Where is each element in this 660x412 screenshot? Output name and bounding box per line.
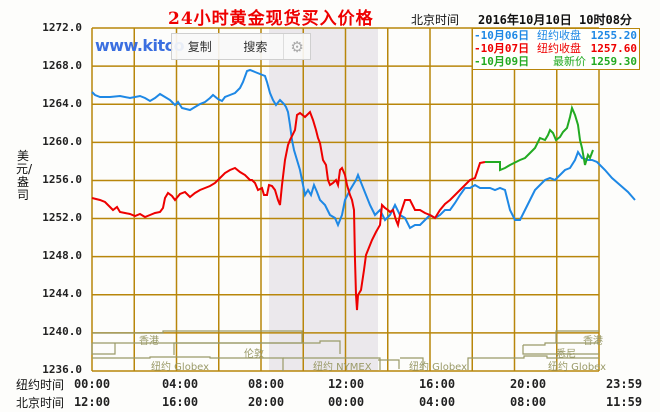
legend-date: -10月07日 — [474, 42, 530, 55]
legend-date: -10月09日 — [474, 55, 530, 68]
y-tick: 1248.0 — [42, 249, 82, 262]
session-ny-globex: 纽约 Globex — [548, 362, 607, 373]
session-london: 伦敦 — [244, 349, 264, 360]
legend-value: 1259.30 — [590, 55, 637, 68]
x-tick-ny: 20:00 — [509, 377, 547, 391]
copy-button[interactable]: 复制 — [187, 40, 212, 54]
y-tick: 1256.0 — [42, 173, 82, 186]
x-tick-ny: 23:59 — [605, 377, 643, 391]
legend-name: 纽约收盘 — [537, 29, 581, 42]
y-tick: 1244.0 — [42, 287, 82, 300]
x-tick-ny: 12:00 — [327, 377, 365, 391]
y-tick: 1240.0 — [42, 325, 82, 338]
legend-value: 1257.60 — [590, 42, 637, 55]
x-tick-bj: 11:59 — [605, 395, 643, 409]
x-tick-bj: 12:00 — [73, 395, 111, 409]
session-bars — [91, 330, 599, 371]
kitco-watermark[interactable]: www.kitco — [95, 36, 185, 55]
y-tick: 1264.0 — [42, 97, 82, 110]
ny-time-label: 纽约时间 — [16, 378, 65, 392]
legend-name: 最新价 — [553, 55, 586, 68]
y-tick: 1236.0 — [42, 363, 82, 376]
beijing-time-label: 北京时间 — [16, 396, 65, 410]
chart-legend: -10月06日 纽约收盘 1255.20 -10月07日 纽约收盘 1257.6… — [472, 28, 640, 70]
text-selection-popup: 复制 搜索 ⚙ — [171, 33, 311, 60]
x-tick-bj: 20:00 — [247, 395, 285, 409]
session-ny-globex: 纽约 Globex — [151, 362, 210, 373]
y-tick: 1272.0 — [42, 21, 82, 34]
y-axis-unit: 美元/盎司 — [16, 149, 33, 202]
legend-date: -10月06日 — [474, 29, 530, 42]
price-lines — [91, 68, 636, 311]
legend-item-1009: -10月09日 最新价 1259.30 — [473, 55, 639, 68]
legend-name: 纽约收盘 — [537, 42, 581, 55]
legend-item-1006: -10月06日 纽约收盘 1255.20 — [473, 29, 639, 42]
x-tick-ny: 00:00 — [73, 377, 111, 391]
nymex-shade — [269, 28, 378, 371]
session-hongkong: 香港 — [139, 336, 159, 347]
session-ny-globex: 纽约 Globex — [409, 362, 468, 373]
timezone-label: 北京时间 — [411, 13, 460, 27]
x-tick-bj: 04:00 — [418, 395, 456, 409]
legend-value: 1255.20 — [590, 29, 637, 42]
x-tick-bj: 16:00 — [161, 395, 199, 409]
x-tick-ny: 16:00 — [418, 377, 456, 391]
session-sydney: 悉尼 — [556, 349, 576, 360]
x-tick-bj: 00:00 — [327, 395, 365, 409]
y-tick: 1252.0 — [42, 211, 82, 224]
search-button[interactable]: 搜索 — [243, 40, 268, 54]
y-tick: 1268.0 — [42, 59, 82, 72]
session-hongkong: 香港 — [583, 336, 603, 347]
x-tick-ny: 04:00 — [161, 377, 199, 391]
x-tick-bj: 08:00 — [509, 395, 547, 409]
legend-item-1007: -10月07日 纽约收盘 1257.60 — [473, 42, 639, 55]
y-tick: 1260.0 — [42, 135, 82, 148]
x-tick-ny: 08:00 — [247, 377, 285, 391]
gear-icon[interactable]: ⚙ — [283, 34, 310, 59]
session-ny-nymex: 纽约 NYMEX — [313, 362, 372, 373]
update-datetime: 2016年10月10日 10时08分 — [478, 13, 632, 27]
chart-title: 24小时黄金现货买入价格 — [168, 9, 374, 29]
